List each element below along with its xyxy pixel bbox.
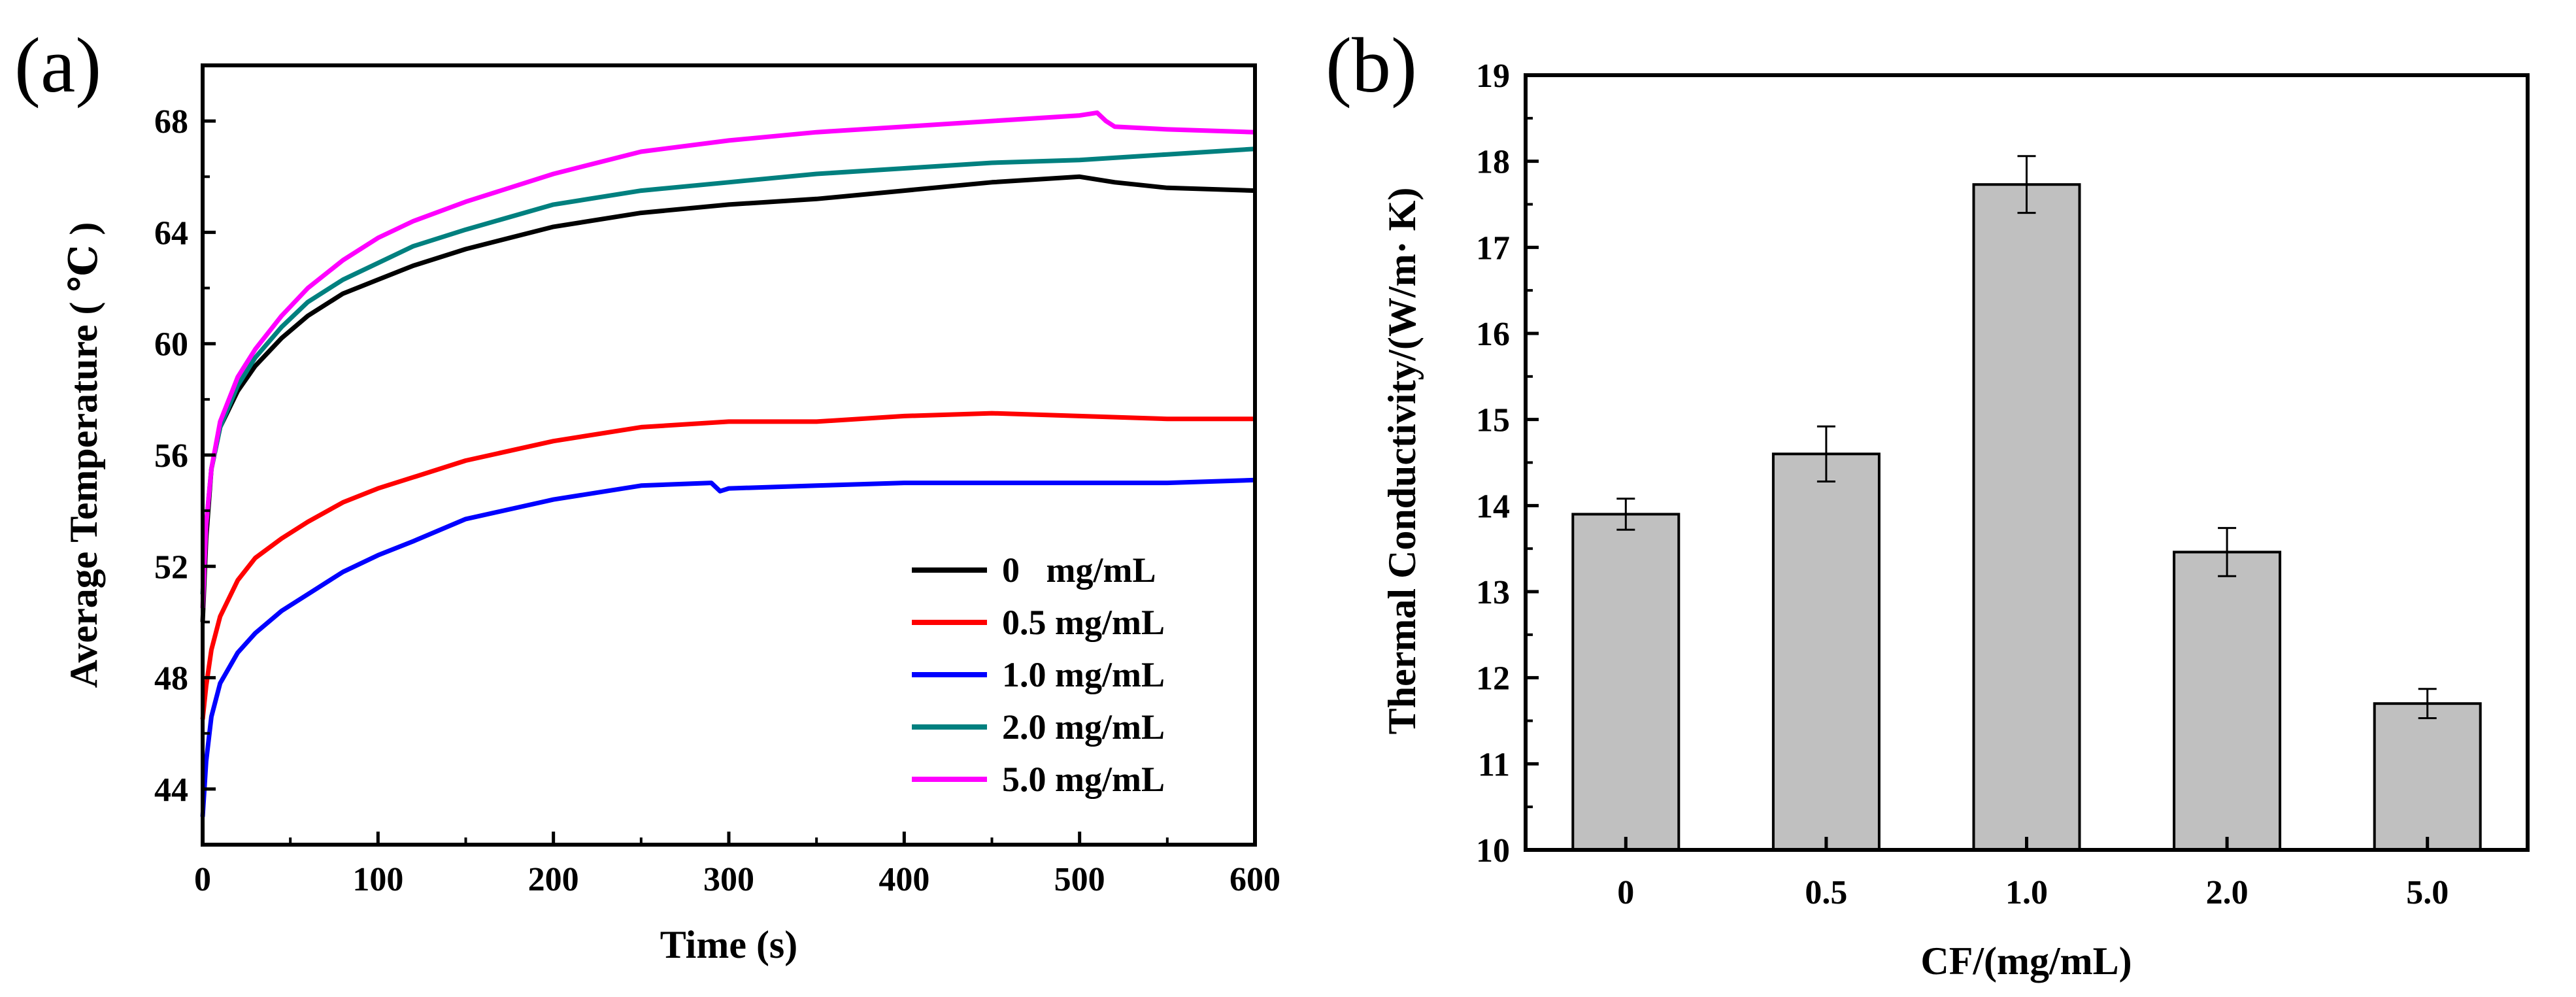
y-tick-label: 11 [1478, 746, 1510, 783]
y-tick-label: 56 [154, 437, 188, 475]
y-tick-label: 10 [1476, 832, 1510, 870]
y-tick-label: 12 [1476, 660, 1510, 698]
panel-a-line-chart: (a) 0 100 200 300 400 500 600 44 48 52 56 60 64 68 T… [14, 22, 1280, 966]
x-tick-label: 0.5 [1805, 874, 1847, 911]
x-tick-label: 0 [1617, 874, 1634, 911]
series-line-3 [200, 146, 1256, 595]
bar-3 [2173, 550, 2282, 852]
y-tick-label: 44 [154, 771, 188, 809]
panel-b-bars-group [1571, 155, 2482, 852]
y-tick-label: 14 [1476, 488, 1510, 525]
x-tick-label: 100 [352, 861, 403, 898]
y-tick-label: 19 [1476, 58, 1510, 95]
y-tick-label: 15 [1476, 402, 1510, 439]
panel-a-series-group [200, 110, 1256, 817]
x-tick-label: 200 [528, 861, 579, 898]
x-tick-label: 0 [194, 861, 211, 898]
panel-b-x-axis-title: CF/(mg/mL) [1920, 939, 2132, 983]
y-tick-label: 60 [154, 326, 188, 363]
bar-1 [1771, 452, 1881, 851]
panel-b-y-axis: 10 11 12 13 14 15 16 17 18 19 [1476, 58, 1539, 870]
y-tick-label: 64 [154, 214, 188, 252]
y-tick-label: 68 [154, 103, 188, 141]
x-tick-label: 2.0 [2206, 874, 2249, 911]
legend-label-3: 2.0 mg/mL [1002, 707, 1165, 747]
y-tick-label: 17 [1476, 229, 1510, 267]
panel-b-x-axis: 0 0.5 1.0 2.0 5.0 [1617, 837, 2449, 911]
panel-b-bar-chart: (b) 0 0.5 1.0 2.0 5.0 10 11 12 13 14 15 16 17 18 19 C… [1326, 22, 2530, 983]
legend-label-0: 0 mg/mL [1002, 550, 1156, 590]
series-line-4 [200, 110, 1256, 609]
x-tick-label: 500 [1054, 861, 1105, 898]
x-tick-label: 1.0 [2005, 874, 2048, 911]
series-line-1 [200, 411, 1255, 720]
bar-0 [1571, 513, 1681, 851]
panel-a-legend: 0 mg/mL 0.5 mg/mL 1.0 mg/mL 2.0 mg/mL 5.0 mg… [912, 550, 1165, 799]
panel-a-y-axis: 44 48 52 56 60 64 68 [154, 64, 216, 809]
y-tick-label: 48 [154, 660, 188, 698]
y-tick-label: 52 [154, 549, 188, 586]
y-tick-label: 13 [1476, 574, 1510, 611]
x-tick-label: 400 [878, 861, 929, 898]
panel-a-x-axis: 0 100 200 300 400 500 600 [194, 832, 1280, 898]
series-line-2 [200, 477, 1256, 817]
legend-label-2: 1.0 mg/mL [1002, 655, 1165, 694]
panel-a-label: (a) [14, 22, 101, 109]
y-tick-label: 18 [1476, 144, 1510, 181]
panel-b-y-axis-title: Thermal Conductivity/(W/m· K) [1380, 188, 1424, 735]
panel-b-label: (b) [1326, 22, 1417, 109]
legend-label-4: 5.0 mg/mL [1002, 760, 1165, 799]
legend-label-1: 0.5 mg/mL [1002, 603, 1165, 642]
y-tick-label: 16 [1476, 316, 1510, 353]
panel-a-y-axis-title: Average Temperature ( ℃ ) [62, 222, 105, 688]
bar-2 [1972, 183, 2081, 851]
x-tick-label: 600 [1229, 861, 1280, 898]
x-tick-label: 300 [703, 861, 754, 898]
bar-4 [2373, 702, 2482, 851]
x-tick-label: 5.0 [2406, 874, 2449, 911]
panel-a-x-axis-title: Time (s) [660, 923, 798, 966]
